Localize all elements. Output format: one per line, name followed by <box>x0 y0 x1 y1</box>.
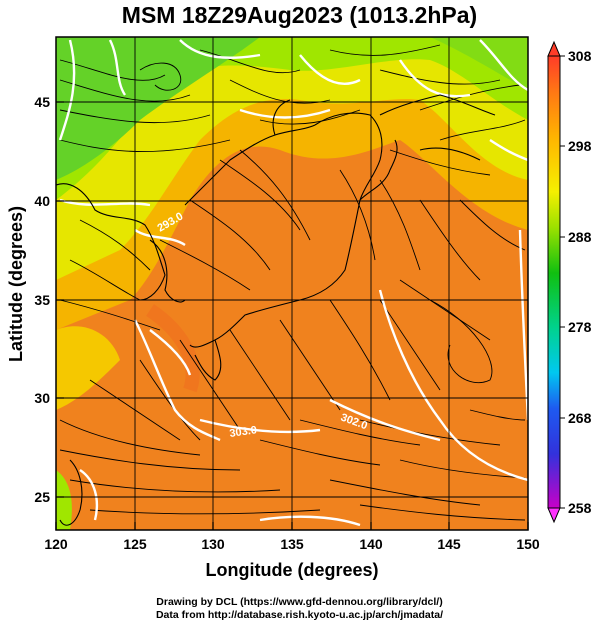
colorbar-tick: 298 <box>568 138 592 154</box>
x-axis-title: Longitude (degrees) <box>205 560 378 580</box>
colorbar-tick: 278 <box>568 319 592 335</box>
colorbar-tick: 268 <box>568 410 592 426</box>
colorbar-max-arrow <box>547 40 561 57</box>
coastlines <box>56 94 496 526</box>
lon-tick: 130 <box>201 536 225 552</box>
credits: Drawing by DCL (https://www.gfd-dennou.o… <box>0 596 599 622</box>
colorbar: 308 298 288 278 268 258 <box>547 40 592 524</box>
lat-tick: 30 <box>34 390 50 406</box>
colorbar-min-arrow <box>547 507 561 524</box>
lat-tick: 35 <box>34 292 50 308</box>
lat-tick: 40 <box>34 193 50 209</box>
axis-ticks <box>55 101 529 530</box>
colorbar-tick: 288 <box>568 229 592 245</box>
colorbar-scale <box>547 55 561 509</box>
credit-data: Data from http://database.rish.kyoto-u.a… <box>155 609 444 621</box>
lon-tick: 125 <box>123 536 147 552</box>
y-axis-title: Latitude (degrees) <box>6 206 26 362</box>
lon-tick: 140 <box>359 536 383 552</box>
lon-tick: 150 <box>516 536 540 552</box>
page-title: MSM 18Z29Aug2023 (1013.2hPa) <box>121 2 478 28</box>
colorbar-tick: 258 <box>568 500 592 516</box>
lon-tick: 120 <box>44 536 68 552</box>
colorbar-tick: 308 <box>568 48 592 64</box>
isotherm-contours <box>58 39 528 527</box>
credit-drawing: Drawing by DCL (https://www.gfd-dennou.o… <box>156 596 443 608</box>
lat-tick-labels: 25 30 35 40 45 <box>34 94 50 505</box>
lat-lon-grid <box>56 37 528 530</box>
lon-tick: 145 <box>437 536 461 552</box>
lat-tick: 45 <box>34 94 50 110</box>
lat-tick: 25 <box>34 489 50 505</box>
contour-label: 303.0 <box>229 424 258 440</box>
lon-tick: 135 <box>280 536 304 552</box>
lon-tick-labels: 120 125 130 135 140 145 150 <box>44 536 540 552</box>
